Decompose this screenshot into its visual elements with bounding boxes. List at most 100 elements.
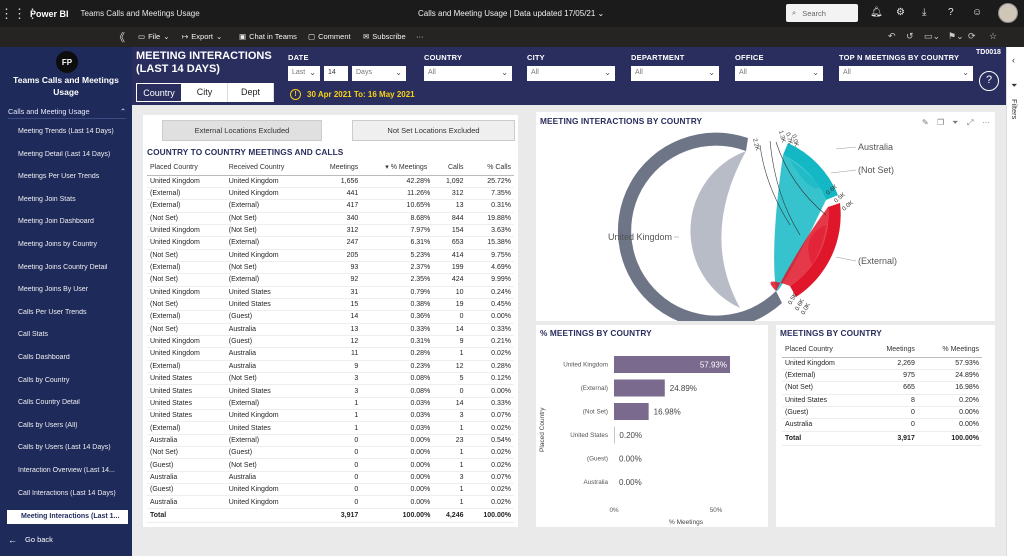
- chord-segment-uk[interactable]: [617, 132, 782, 321]
- view-icon[interactable]: ▭⌄: [924, 31, 941, 41]
- nav-item[interactable]: Meetings Per User Trends: [18, 173, 100, 181]
- nav-item[interactable]: Calls Dashboard: [18, 354, 70, 361]
- nav-item[interactable]: Meeting Join Stats: [18, 195, 76, 203]
- chat-in-teams-button[interactable]: ▣ Chat in Teams: [239, 32, 297, 41]
- subscribe-button[interactable]: ✉︎ Subscribe: [363, 32, 406, 41]
- sort-desc-icon[interactable]: ▾: [385, 164, 391, 172]
- tab-country[interactable]: Country: [136, 83, 182, 102]
- external-excluded-button[interactable]: External Locations Excluded: [162, 120, 322, 141]
- nav-item[interactable]: Calls by Country: [18, 376, 70, 384]
- chevron-left-icon[interactable]: ‹: [1012, 55, 1015, 65]
- go-back-button[interactable]: ← Go back: [8, 535, 53, 545]
- table-row: (External) (External) 417 10.65% 13 0.31%: [147, 199, 514, 213]
- favorite-star-icon[interactable]: ☆: [989, 31, 998, 41]
- date-unit-select[interactable]: Days ⌄: [352, 66, 406, 81]
- chord-ribbon-external-external[interactable]: [808, 225, 826, 265]
- table-cell: 0: [312, 446, 362, 460]
- nav-item[interactable]: Call Interactions (Last 14 Days): [18, 489, 116, 497]
- pin-icon[interactable]: ✎: [922, 118, 929, 127]
- export-menu[interactable]: ↦ Export ⌄: [182, 32, 222, 41]
- tab-dept[interactable]: Dept: [228, 83, 274, 102]
- undo-icon[interactable]: ↶: [888, 31, 896, 41]
- table-cell: (Not Set): [225, 372, 313, 386]
- chord-ribbon-uk-notset[interactable]: [774, 155, 826, 292]
- table-cell: 205: [312, 249, 362, 262]
- file-menu[interactable]: ▭ File ⌄: [138, 32, 169, 41]
- filter-icon[interactable]: ⏷: [952, 118, 959, 127]
- date-label: DATE: [288, 53, 309, 62]
- collapse-nav-icon[interactable]: 《: [114, 32, 125, 44]
- help-icon[interactable]: ?: [948, 7, 954, 18]
- bar[interactable]: [614, 356, 730, 373]
- nav-item[interactable]: Meeting Joins Country Detail: [18, 263, 108, 271]
- filters-pane[interactable]: ‹ ⏷ Filters: [1006, 47, 1024, 556]
- focus-mode-icon[interactable]: ⤢: [967, 118, 974, 127]
- chord-ribbon-uk-uk[interactable]: [690, 151, 746, 308]
- city-select[interactable]: All ⌄: [527, 66, 615, 81]
- more-options-button[interactable]: ···: [416, 32, 424, 41]
- table-cell: 0.36%: [361, 310, 434, 324]
- table-cell: 0.33%: [466, 323, 514, 336]
- report-title-dropdown[interactable]: Calls and Meeting Usage | Data updated 1…: [418, 9, 605, 18]
- nav-item[interactable]: Interaction Overview (Last 14...: [18, 467, 115, 474]
- department-select[interactable]: All ⌄: [631, 66, 719, 81]
- table-cell: (External): [225, 273, 313, 287]
- column-header[interactable]: Meetings: [866, 342, 918, 358]
- column-header[interactable]: Calls: [433, 160, 467, 176]
- refresh-icon[interactable]: ⟳: [968, 31, 976, 41]
- reset-icon[interactable]: ↺: [906, 31, 914, 41]
- nav-item[interactable]: Calls Per User Trends: [18, 308, 87, 316]
- date-number-input[interactable]: 14: [324, 66, 348, 81]
- column-header[interactable]: % Calls: [466, 160, 514, 176]
- notset-excluded-button[interactable]: Not Set Locations Excluded: [352, 120, 515, 141]
- country-select[interactable]: All ⌄: [424, 66, 512, 81]
- date-mode-select[interactable]: Last ⌄: [288, 66, 320, 81]
- table-cell: 0.45%: [466, 298, 514, 312]
- bar[interactable]: [614, 379, 665, 397]
- chord-ribbon-notset-notset[interactable]: [790, 160, 822, 189]
- smiley-icon[interactable]: ☺︎: [972, 7, 983, 18]
- avatar[interactable]: [998, 3, 1018, 23]
- nav-item[interactable]: Meeting Detail (Last 14 Days): [18, 150, 111, 158]
- chord-panel: [536, 112, 995, 321]
- more-options-icon[interactable]: ···: [982, 118, 990, 127]
- column-header[interactable]: Meetings: [312, 160, 362, 176]
- search-input[interactable]: ⌕ Search: [786, 4, 858, 22]
- gear-icon[interactable]: ⚙︎: [896, 7, 905, 18]
- nav-item[interactable]: Meeting Join Dashboard: [18, 218, 94, 226]
- nav-section-header[interactable]: Calls and Meeting Usage ⌃: [8, 107, 126, 116]
- tab-city[interactable]: City: [182, 83, 228, 102]
- nav-item[interactable]: Meeting Joins By User: [18, 286, 89, 294]
- nav-item[interactable]: Calls by Users (All): [18, 421, 78, 429]
- table-cell: United Kingdom: [147, 224, 226, 238]
- topn-select[interactable]: All ⌄: [839, 66, 973, 81]
- bookmark-icon[interactable]: ⚑⌄: [948, 31, 964, 41]
- bar[interactable]: [614, 403, 649, 420]
- table-cell: 0.00%: [361, 471, 434, 485]
- nav-item[interactable]: Calls by Users (Last 14 Days): [18, 444, 111, 452]
- nav-item[interactable]: Meeting Interactions (Last 1...: [4, 510, 128, 524]
- copy-icon[interactable]: ❐: [937, 118, 945, 127]
- office-select[interactable]: All ⌄: [735, 66, 823, 81]
- nav-item[interactable]: Meeting Trends (Last 14 Days): [18, 128, 114, 135]
- brand-label[interactable]: Power BI: [30, 8, 69, 19]
- column-header[interactable]: % Meetings: [917, 342, 982, 358]
- workspace-breadcrumb[interactable]: Teams Calls and Meetings Usage: [80, 9, 200, 18]
- column-header[interactable]: Placed Country: [147, 160, 226, 176]
- chord-segment-notset[interactable]: [783, 143, 838, 200]
- nav-item[interactable]: Meeting Joins by Country: [18, 241, 97, 248]
- chord-segment-external[interactable]: [790, 203, 841, 297]
- app-launcher-icon[interactable]: ⋮⋮⋮: [0, 5, 39, 21]
- nav-item[interactable]: Call Stats: [18, 331, 48, 339]
- column-header[interactable]: Received Country: [225, 160, 313, 176]
- bell-icon[interactable]: 🔔︎: [870, 7, 883, 18]
- chord-ribbon-uk-external[interactable]: [770, 207, 829, 291]
- table-cell: 0.00%: [466, 310, 514, 324]
- download-icon[interactable]: ⤓: [922, 7, 927, 18]
- nav-item[interactable]: Calls Country Detail: [18, 399, 80, 407]
- column-header[interactable]: ▾ % Meetings: [361, 160, 434, 176]
- help-button[interactable]: ?: [979, 71, 999, 91]
- table-cell: 100.00%: [917, 430, 982, 446]
- comment-button[interactable]: ▢ Comment: [308, 32, 351, 41]
- column-header[interactable]: Placed Country: [782, 342, 867, 358]
